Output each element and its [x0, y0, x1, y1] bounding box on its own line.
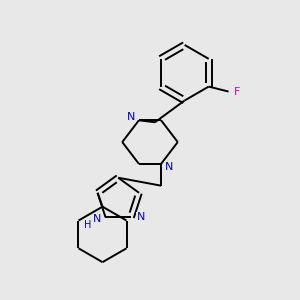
Text: N: N: [165, 162, 173, 172]
Text: F: F: [234, 86, 241, 97]
Text: H: H: [84, 220, 91, 230]
Text: N: N: [92, 214, 101, 224]
Text: N: N: [137, 212, 145, 222]
Text: N: N: [127, 112, 135, 122]
